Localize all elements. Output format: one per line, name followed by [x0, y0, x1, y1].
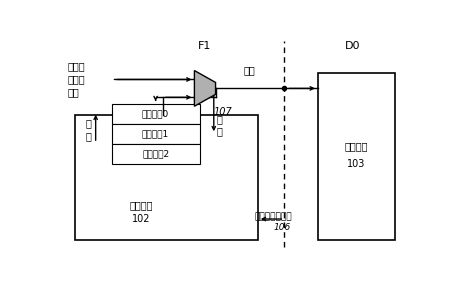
Bar — [111, 144, 200, 164]
Bar — [111, 104, 200, 124]
Bar — [111, 124, 200, 144]
Text: 指令缓存0: 指令缓存0 — [142, 110, 169, 119]
Text: 译码单元: 译码单元 — [345, 142, 369, 151]
Text: 102: 102 — [132, 214, 151, 224]
Text: 取指单
元输出
指令: 取指单 元输出 指令 — [67, 61, 85, 98]
Text: 入
栈: 入 栈 — [216, 114, 222, 136]
Text: D0: D0 — [345, 41, 361, 51]
Text: 循环缓存: 循环缓存 — [130, 201, 153, 211]
Text: 指令: 指令 — [244, 66, 256, 75]
Bar — [318, 73, 395, 240]
Text: F1: F1 — [198, 41, 212, 51]
Text: 107: 107 — [214, 107, 233, 117]
Text: 103: 103 — [348, 159, 366, 169]
Polygon shape — [194, 70, 216, 106]
Text: 106: 106 — [274, 224, 291, 233]
Text: 指令缓存1: 指令缓存1 — [142, 130, 169, 139]
Text: 第二控制信号端: 第二控制信号端 — [255, 212, 293, 221]
Text: 指令缓存2: 指令缓存2 — [142, 150, 169, 159]
Bar — [75, 115, 258, 240]
Text: 出
栈: 出 栈 — [86, 119, 91, 141]
